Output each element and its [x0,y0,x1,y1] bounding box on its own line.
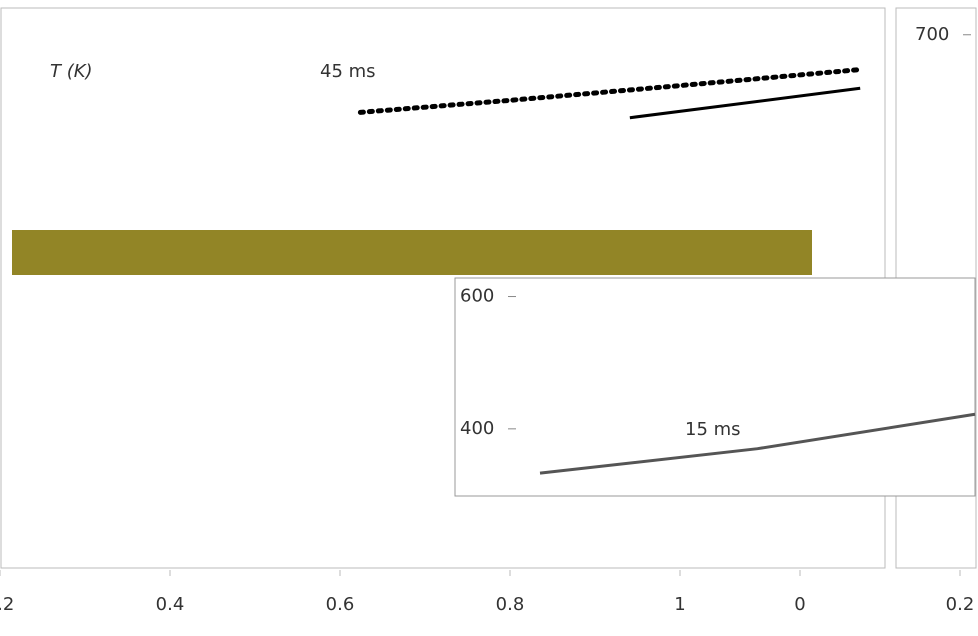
annotation: 15 ms [685,419,741,440]
x-tick-label: 0.8 [496,594,525,615]
x-tick-label: 0.6 [326,594,355,615]
y-tick-label: 400 [460,418,494,439]
x-tick-label: 0 [794,594,805,615]
annotation: 45 ms [320,61,376,82]
x-tick-label: 1 [674,594,685,615]
x-tick-label: 0.2 [0,594,14,615]
line-series [629,86,861,120]
line-series [357,67,863,115]
x-tick-label: 0.2 [946,594,975,615]
y-axis-label: T (K) [50,61,93,82]
y-tick-label: 700 [915,24,949,45]
line-series [539,412,976,475]
y-tick-label: 600 [460,286,494,307]
x-tick-label: 0.4 [156,594,185,615]
artifact-band [12,230,812,275]
inset-frame [454,277,976,497]
